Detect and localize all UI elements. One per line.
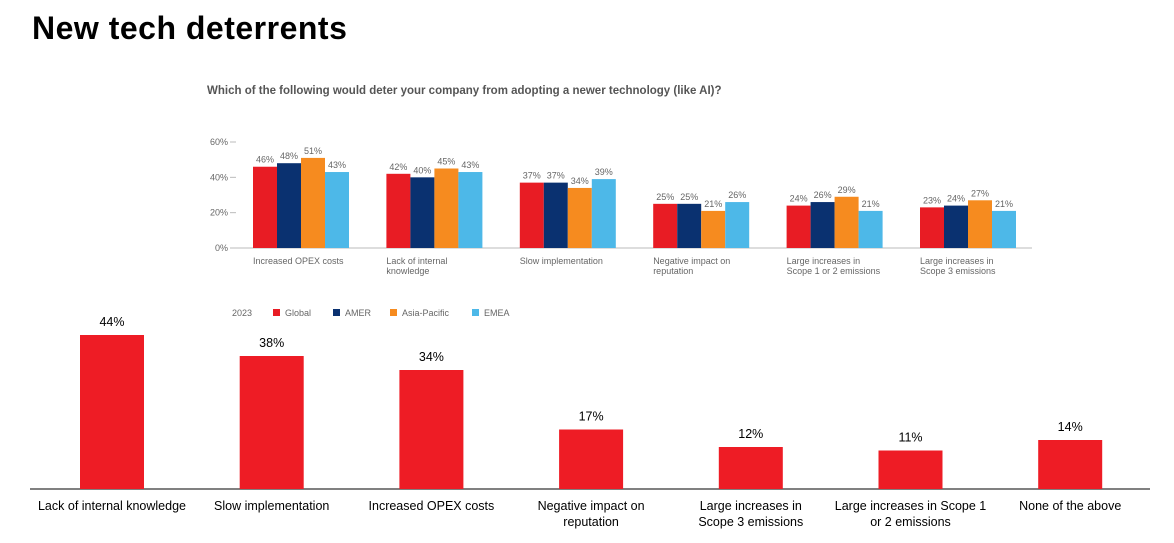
bar-amer — [410, 177, 435, 248]
category-label: Slow implementation — [520, 256, 603, 266]
data-label: 34% — [571, 176, 589, 186]
data-label: 24% — [790, 194, 808, 204]
legend-swatch — [333, 309, 340, 316]
category-label: Large increases in — [787, 256, 861, 266]
data-label: 42% — [389, 162, 407, 172]
bar-emea — [992, 210, 1016, 248]
bar — [559, 429, 624, 489]
data-label: 21% — [704, 199, 722, 209]
bar-asia-pacific — [434, 168, 459, 248]
bar-amer — [277, 163, 301, 248]
bar-asia-pacific — [567, 187, 592, 248]
data-label: 43% — [461, 160, 479, 170]
value-label: 12% — [738, 427, 763, 441]
legend-label: AMER — [345, 308, 372, 318]
category-label: Scope 3 emissions — [920, 266, 996, 276]
bar-emea — [858, 210, 883, 248]
value-label: 34% — [419, 350, 444, 364]
data-label: 25% — [680, 192, 698, 202]
bar-emea — [591, 179, 616, 248]
bar-amer — [810, 202, 835, 248]
category-label: Large increases in Scope 1 — [835, 499, 987, 513]
category-label: Large increases in — [700, 499, 802, 513]
value-label: 38% — [259, 336, 284, 350]
category-label: Slow implementation — [214, 499, 329, 513]
legend-swatch — [390, 309, 397, 316]
data-label: 25% — [656, 192, 674, 202]
value-label: 17% — [579, 410, 604, 424]
category-label: Scope 1 or 2 emissions — [787, 266, 881, 276]
data-label: 37% — [547, 171, 565, 181]
y-tick-label: 20% — [210, 208, 228, 218]
bar-global — [920, 207, 944, 248]
bar-global — [519, 182, 544, 248]
bar-emea — [458, 172, 483, 248]
data-label: 37% — [523, 171, 541, 181]
data-label: 46% — [256, 155, 274, 165]
category-label: or 2 emissions — [870, 515, 951, 529]
y-tick-label: 0% — [215, 243, 228, 253]
category-label: Large increases in — [920, 256, 994, 266]
bar-asia-pacific — [301, 157, 325, 248]
category-label: Negative impact on — [653, 256, 730, 266]
data-label: 43% — [328, 160, 346, 170]
bar — [718, 447, 783, 489]
bar-global — [653, 203, 678, 248]
category-label: Scope 3 emissions — [698, 515, 803, 529]
data-label: 27% — [971, 188, 989, 198]
data-label: 23% — [923, 195, 941, 205]
category-label: knowledge — [386, 266, 429, 276]
value-label: 44% — [99, 315, 124, 329]
category-label: reputation — [563, 515, 619, 529]
category-label: Negative impact on — [538, 499, 645, 513]
bar-amer — [677, 203, 702, 248]
data-label: 45% — [437, 157, 455, 167]
data-label: 48% — [280, 151, 298, 161]
category-label: None of the above — [1019, 499, 1121, 513]
category-label: Lack of internal — [386, 256, 447, 266]
value-label: 14% — [1058, 420, 1083, 434]
bar-asia-pacific — [968, 200, 992, 248]
data-label: 26% — [728, 190, 746, 200]
bar-asia-pacific — [701, 210, 726, 248]
bar — [399, 370, 464, 489]
category-label: Increased OPEX costs — [369, 499, 495, 513]
legend-swatch — [273, 309, 280, 316]
legend-title: 2023 — [232, 308, 252, 318]
legend-label: Asia-Pacific — [402, 308, 450, 318]
bar — [239, 356, 304, 489]
category-label: Lack of internal knowledge — [38, 499, 186, 513]
y-tick-label: 60% — [210, 137, 228, 147]
data-label: 21% — [995, 199, 1013, 209]
bar — [80, 335, 144, 489]
data-label: 24% — [947, 194, 965, 204]
bar-amer — [944, 205, 968, 248]
bar-emea — [725, 202, 750, 248]
bar — [878, 450, 943, 489]
legend-swatch — [472, 309, 479, 316]
value-label: 11% — [898, 431, 922, 445]
chart-question: Which of the following would deter your … — [207, 85, 722, 97]
data-label: 51% — [304, 146, 322, 156]
bar — [1038, 440, 1103, 489]
bar-global — [386, 173, 411, 248]
page-title: New tech deterrents — [32, 10, 348, 46]
data-label: 29% — [838, 185, 856, 195]
bar-global — [253, 166, 277, 248]
data-label: 39% — [595, 167, 613, 177]
legend-label: Global — [285, 308, 311, 318]
y-tick-label: 40% — [210, 172, 228, 182]
data-label: 26% — [814, 190, 832, 200]
legend-label: EMEA — [484, 308, 510, 318]
data-label: 21% — [862, 199, 880, 209]
bar-emea — [325, 172, 349, 248]
category-label: reputation — [653, 266, 693, 276]
category-label: Increased OPEX costs — [253, 256, 344, 266]
bar-global — [786, 205, 811, 248]
bar-amer — [543, 182, 568, 248]
data-label: 40% — [413, 165, 431, 175]
bar-asia-pacific — [834, 196, 859, 248]
